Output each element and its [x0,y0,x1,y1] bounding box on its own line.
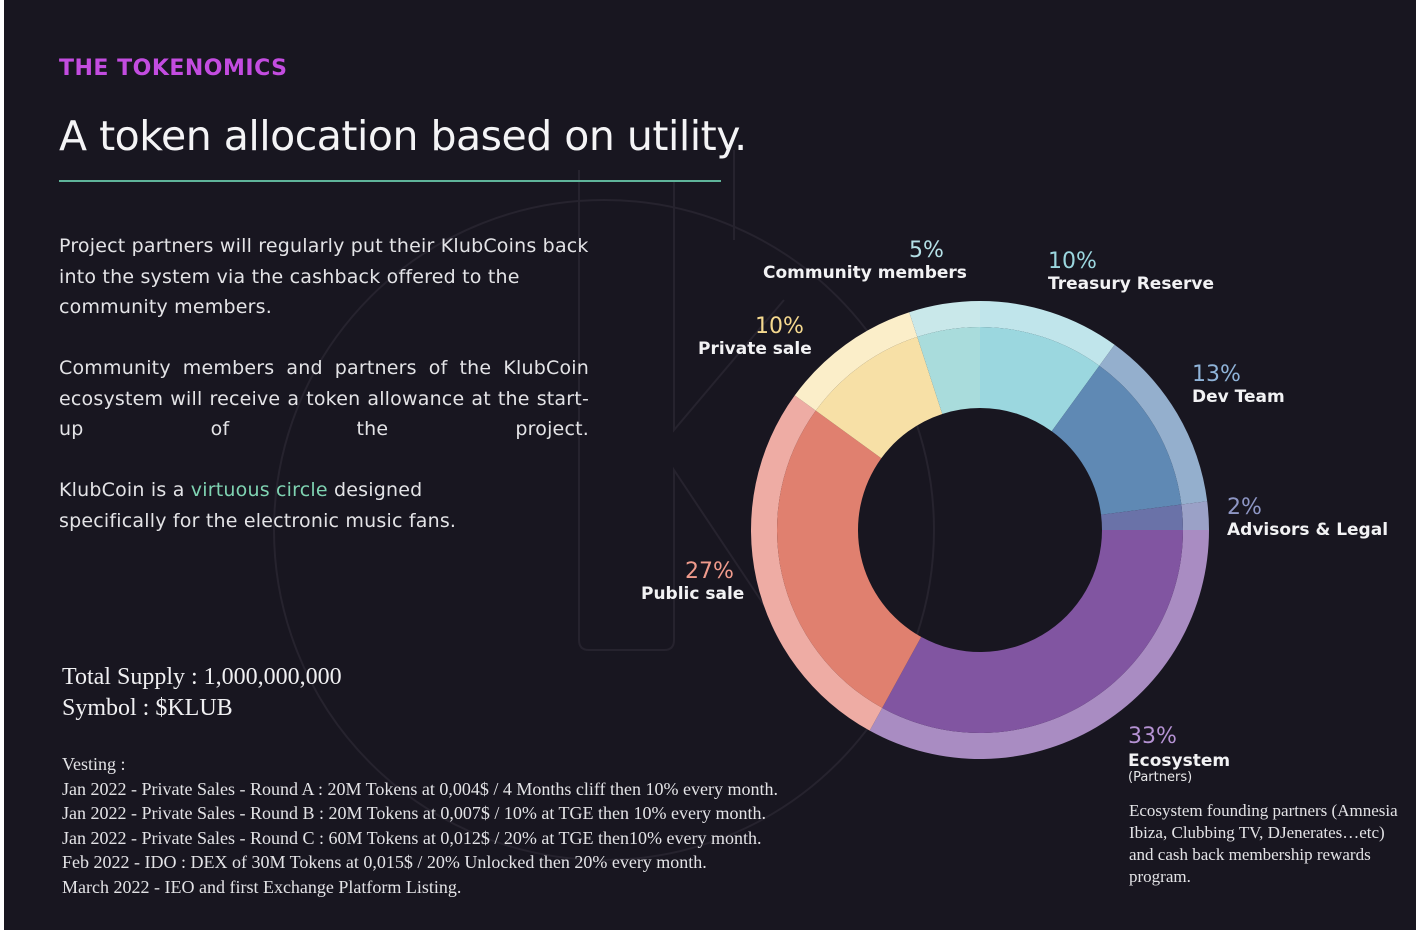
donut-slice-outer-private-sale [794,312,918,411]
donut-slice-outer-advisors-legal [1181,501,1209,530]
donut-slice-advisors-legal [1101,504,1183,530]
advisors-legal-label: Advisors & Legal [1227,520,1389,540]
intro-paragraph-3: KlubCoin is a virtuous circle designed s… [59,475,499,536]
donut-slice-outer-ecosystem [869,530,1209,760]
supply-block: Total Supply : 1,000,000,000 Symbol : $K… [62,662,342,724]
vesting-line: March 2022 - IEO and first Exchange Plat… [62,876,462,897]
treasury-reserve-pct: 10% [1048,249,1097,274]
title-underline [59,180,721,182]
dev-team-label: Dev Team [1192,387,1285,407]
donut-slice-outer-treasury-reserve [980,301,1115,366]
advisors-legal-pct: 2% [1227,495,1262,520]
vesting-line: Feb 2022 - IDO : DEX of 30M Tokens at 0,… [62,852,707,872]
donut-slice-treasury-reserve [980,327,1100,432]
vesting-line: Jan 2022 - Private Sales - Round A : 20M… [62,778,779,799]
donut-slice-outer-dev-team [1099,344,1208,505]
treasury-reserve-label: Treasury Reserve [1048,274,1214,294]
vesting-title: Vesting : [62,754,126,774]
private-sale-pct: 10% [755,314,804,339]
total-supply: Total Supply : 1,000,000,000 [62,664,342,690]
token-allocation-donut-chart [750,301,1209,760]
donut-slice-ecosystem [882,530,1183,734]
vesting-schedule: Vesting : Jan 2022 - Private Sales - Rou… [62,752,778,899]
community-members-pct: 5% [909,238,944,263]
ecosystem-sublabel: (Partners) [1128,770,1193,785]
donut-slice-public-sale [776,410,922,708]
donut-slice-outer-public-sale [750,395,883,731]
community-members-label: Community members [763,263,967,283]
intro-text: designed specifically for the electronic… [59,479,457,532]
virtuous-circle-highlight: virtuous circle [190,479,328,501]
intro-text: KlubCoin is a [59,479,191,501]
ecosystem-label: Ecosystem [1128,751,1231,771]
public-sale-pct: 27% [685,559,734,584]
vesting-line: Jan 2022 - Private Sales - Round B : 20M… [62,803,766,823]
donut-slice-private-sale [815,336,943,459]
dev-team-pct: 13% [1192,362,1241,387]
intro-paragraph-1: Project partners will regularly put thei… [59,235,589,318]
donut-slice-community-members [917,327,980,414]
donut-slice-dev-team [1051,365,1182,515]
public-sale-label: Public sale [641,584,745,604]
token-symbol: Symbol : $KLUB [62,695,233,721]
tokenomics-slide: THE TOKENOMICS A token allocation based … [4,0,1416,930]
ecosystem-description: Ecosystem founding partners (Amnesia Ibi… [1129,801,1398,886]
page-title: A token allocation based on utility. [59,112,747,160]
private-sale-label: Private sale [698,339,812,359]
donut-slice-outer-community-members [909,301,980,337]
vesting-line: Jan 2022 - Private Sales - Round C : 60M… [62,827,762,848]
ecosystem-pct: 33% [1128,724,1177,749]
intro-paragraph-2: Community members and partners of the Kl… [59,357,589,440]
section-eyebrow: THE TOKENOMICS [59,56,288,81]
